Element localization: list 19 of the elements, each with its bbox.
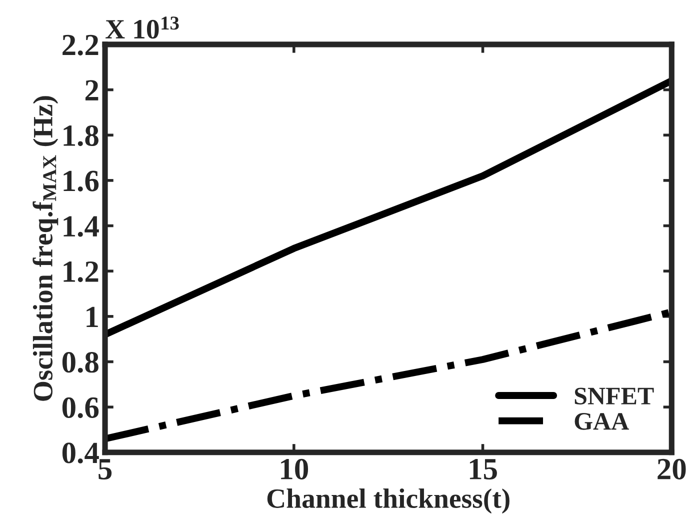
y-tick-label: 0.8 [62, 352, 98, 373]
y-tick-label: 1.6 [64, 170, 99, 192]
y-tick-label: 1.8 [64, 125, 98, 146]
y-tick-label: 1 [86, 306, 98, 328]
y-tick-label: 0.6 [62, 397, 99, 418]
y-tick-label: 0.4 [62, 442, 99, 464]
y-tick-label: 2.2 [62, 34, 98, 56]
legend-label: GAA [574, 413, 629, 430]
x-tick-label: 20 [658, 458, 686, 480]
x-tick-label: 15 [470, 458, 497, 480]
y-tick-label: 2 [85, 80, 98, 100]
text: X 10$^{13}$ [106, 16, 179, 39]
x-tick-label: 10 [281, 458, 308, 480]
x-axis-title: Channel thickness(t) [267, 488, 510, 514]
y-tick-label: 1.2 [64, 261, 98, 282]
legend-label: SNFET [574, 388, 654, 404]
y-axis-title: Oscillation freq.f$_{MAX}$ (Hz) [32, 96, 58, 401]
y-tick-label: 1.4 [64, 216, 99, 237]
x-tick-label: 5 [98, 459, 112, 480]
